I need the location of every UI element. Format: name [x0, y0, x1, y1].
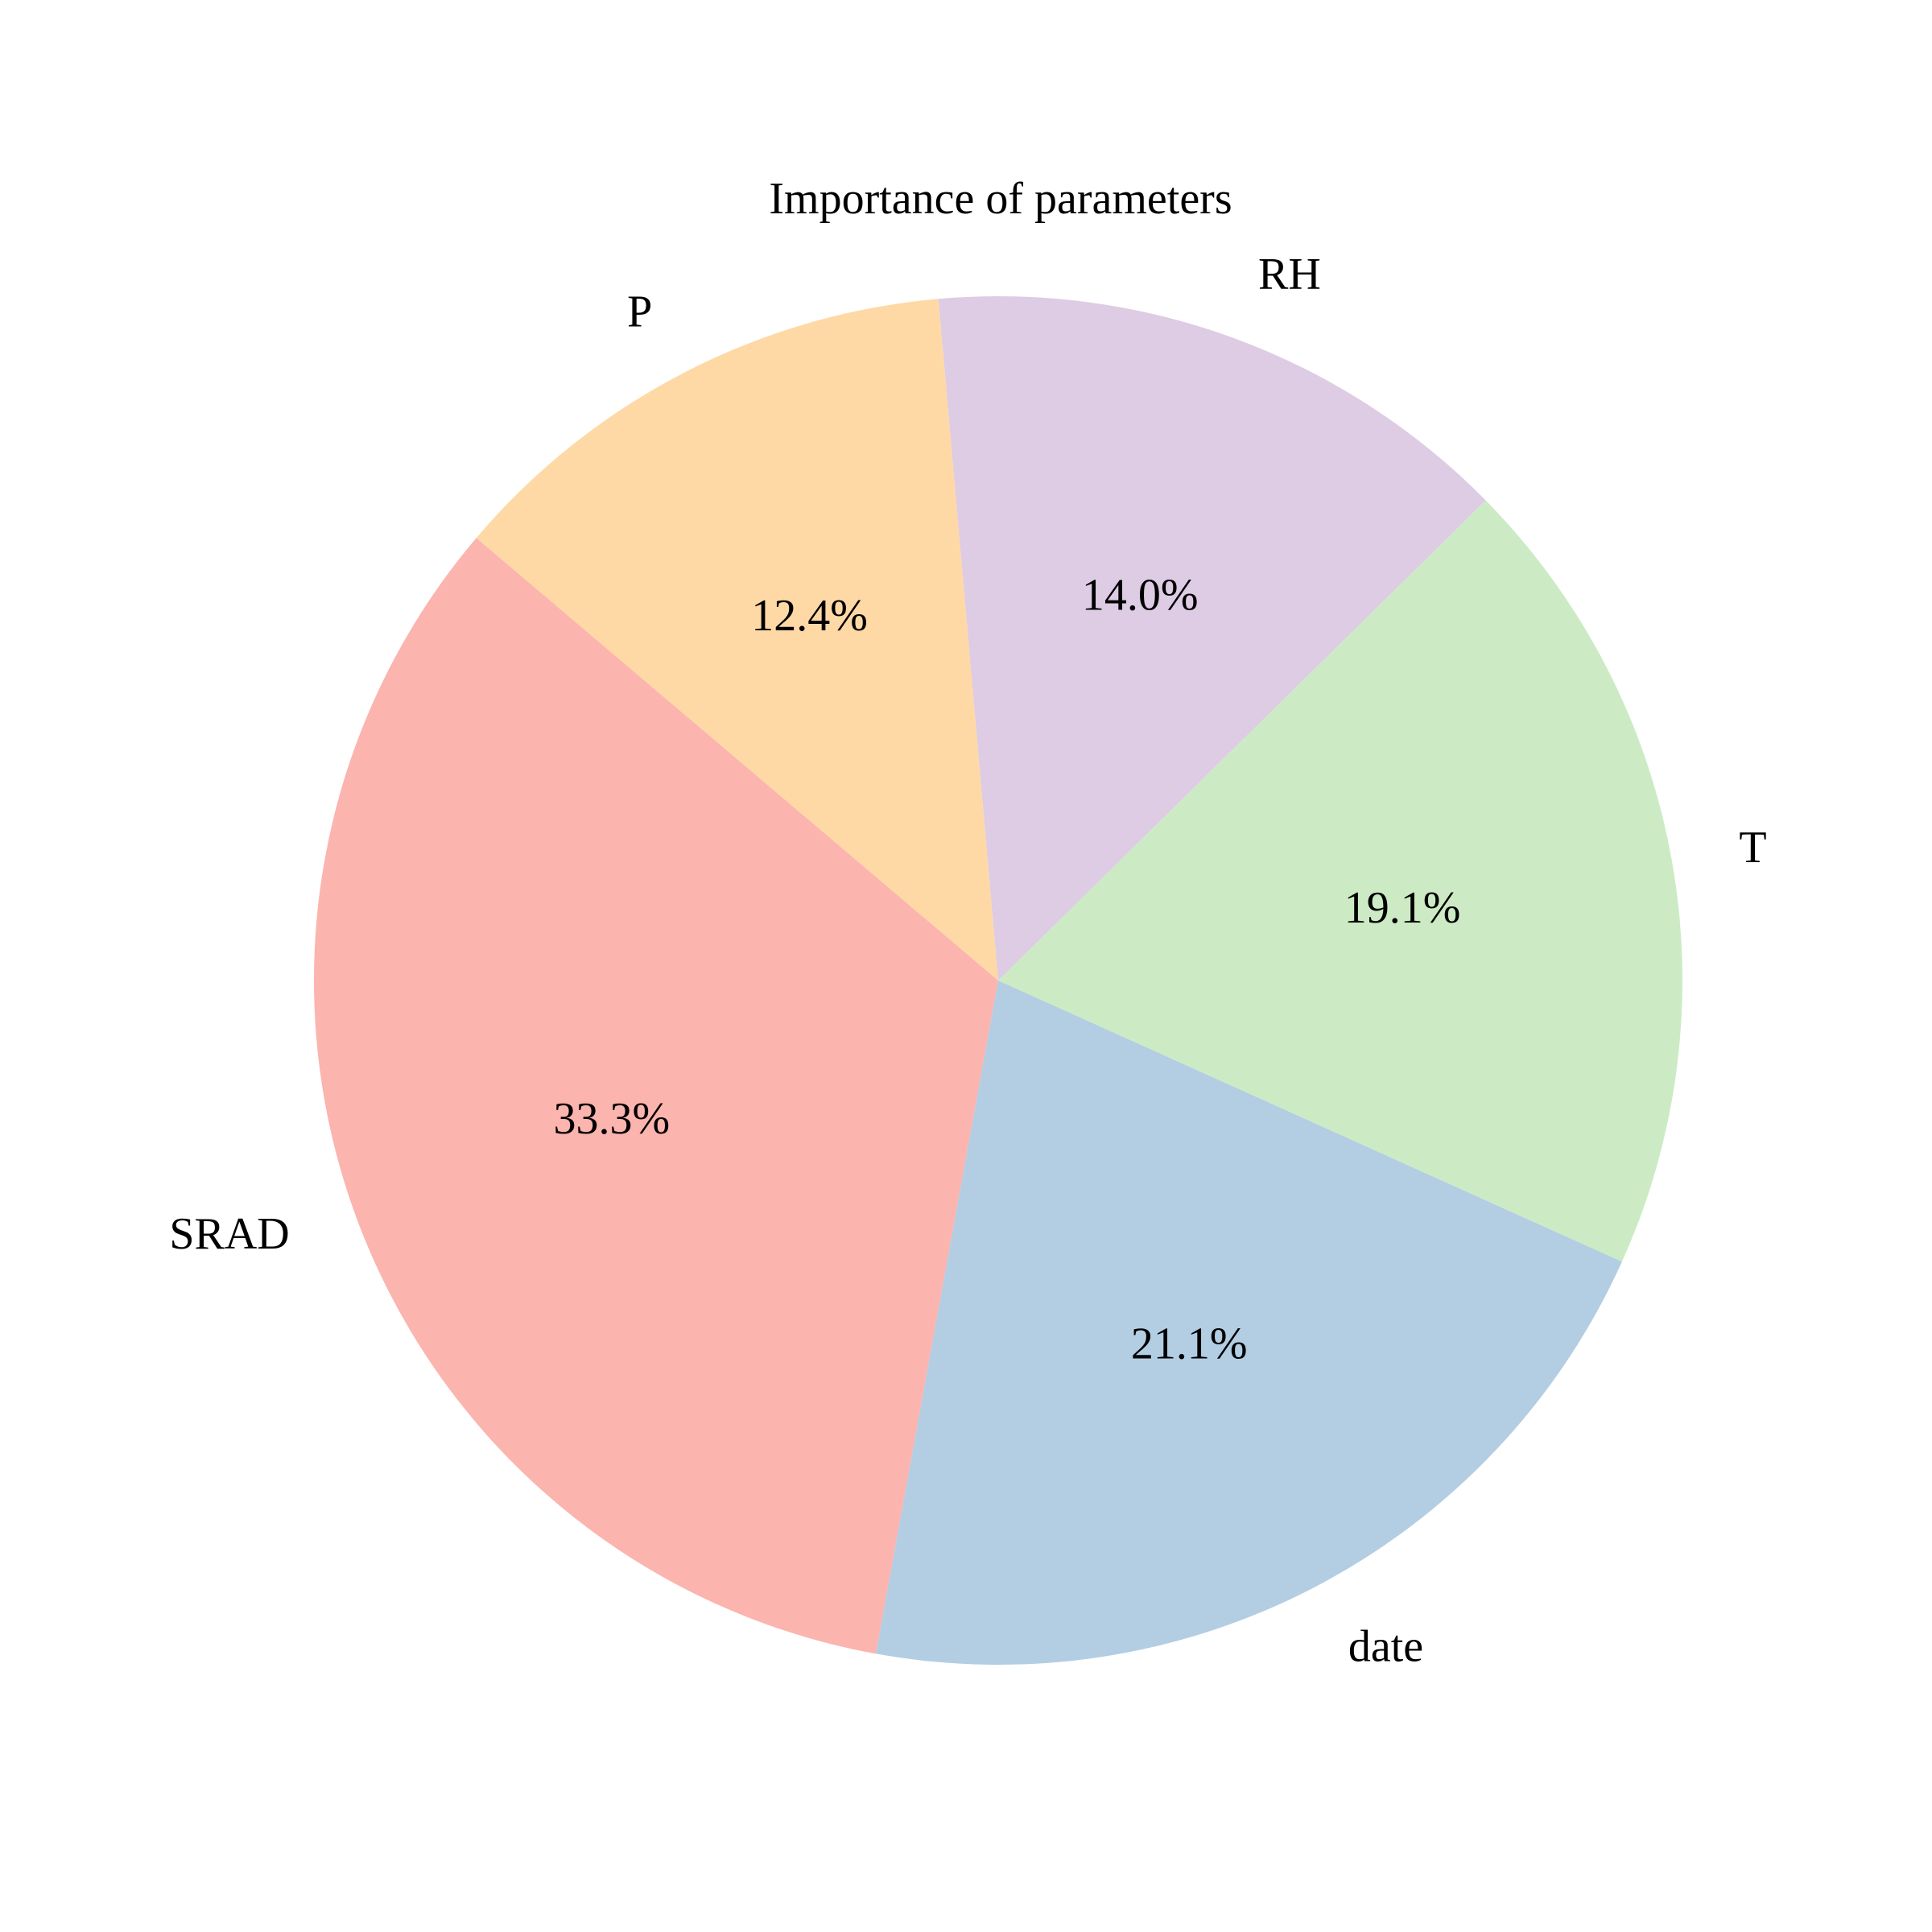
slice-label-p: P — [627, 287, 652, 337]
slice-percent-t: 19.1% — [1344, 883, 1461, 933]
slice-percent-date: 21.1% — [1131, 1319, 1248, 1368]
pie-labels: SRAD 33.3% date 21.1% T 19.1% RH 14.0% P 12.4% — [169, 250, 1766, 1672]
pie-slice-t — [998, 500, 1682, 1262]
slice-percent-rh: 14.0% — [1082, 570, 1199, 620]
slice-percent-p: 12.4% — [751, 591, 868, 641]
slice-percent-srad: 33.3% — [554, 1094, 671, 1144]
slice-label-srad: SRAD — [169, 1209, 289, 1259]
pie-slice-srad — [314, 538, 999, 1654]
slice-label-date: date — [1348, 1622, 1423, 1672]
pie-slice-date — [876, 980, 1622, 1665]
pie-slice-p — [476, 299, 998, 980]
pie-slices — [314, 295, 1682, 1665]
pie-slice-rh — [938, 295, 1486, 980]
slice-label-rh: RH — [1258, 250, 1321, 299]
chart-title: Importance of parameters — [769, 174, 1232, 224]
slice-label-t: T — [1739, 823, 1766, 873]
